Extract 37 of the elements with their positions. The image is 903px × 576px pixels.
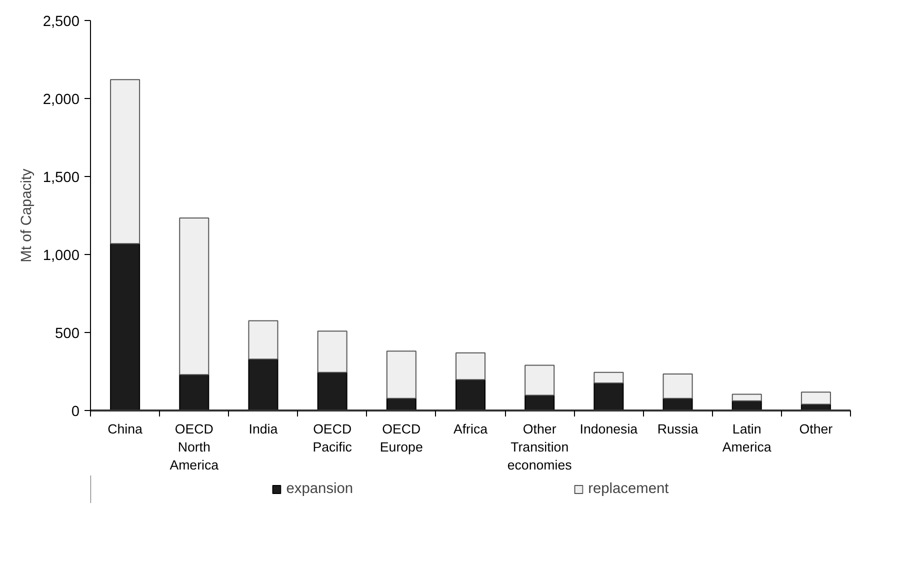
bar bbox=[248, 358, 278, 410]
bar bbox=[248, 320, 278, 360]
x-tick-label: India bbox=[248, 422, 278, 436]
y-tick-label: 0 bbox=[71, 404, 80, 420]
bar bbox=[317, 372, 348, 410]
x-tick-label: Latin America bbox=[722, 422, 772, 454]
x-tick-label: Indonesia bbox=[580, 422, 638, 436]
bar bbox=[317, 330, 348, 373]
x-tick-label: Other Transition economies bbox=[507, 422, 572, 472]
y-tick-label: 2,500 bbox=[42, 14, 80, 30]
x-tick-label: OECD North America bbox=[170, 422, 220, 472]
bar bbox=[110, 79, 140, 244]
legend-label: expansion bbox=[286, 481, 354, 497]
y-tick-label: 1,500 bbox=[42, 170, 80, 186]
bar bbox=[594, 382, 624, 410]
bar bbox=[594, 372, 624, 384]
bar bbox=[455, 352, 486, 380]
bar bbox=[179, 374, 210, 410]
bar bbox=[179, 217, 210, 376]
y-axis-title: Mt of Capacity bbox=[18, 168, 35, 262]
bar bbox=[455, 379, 486, 410]
x-tick-label: OECD Pacific bbox=[312, 422, 352, 454]
bar bbox=[800, 392, 831, 405]
bar bbox=[732, 394, 762, 402]
x-tick-label: Russia bbox=[657, 422, 699, 436]
y-tick-label: 2,000 bbox=[42, 92, 80, 108]
y-tick-label: 1,000 bbox=[42, 248, 80, 264]
x-tick-label: OECD Europe bbox=[380, 422, 423, 454]
bar bbox=[662, 373, 693, 399]
x-tick-label: Other bbox=[799, 422, 834, 436]
x-tick-label: China bbox=[108, 422, 144, 436]
y-tick-label: 500 bbox=[55, 326, 80, 342]
x-tick-label: Africa bbox=[453, 422, 488, 436]
bar bbox=[110, 243, 140, 410]
bar bbox=[386, 350, 416, 399]
legend-label: replacement bbox=[588, 481, 669, 497]
bar bbox=[524, 364, 555, 396]
